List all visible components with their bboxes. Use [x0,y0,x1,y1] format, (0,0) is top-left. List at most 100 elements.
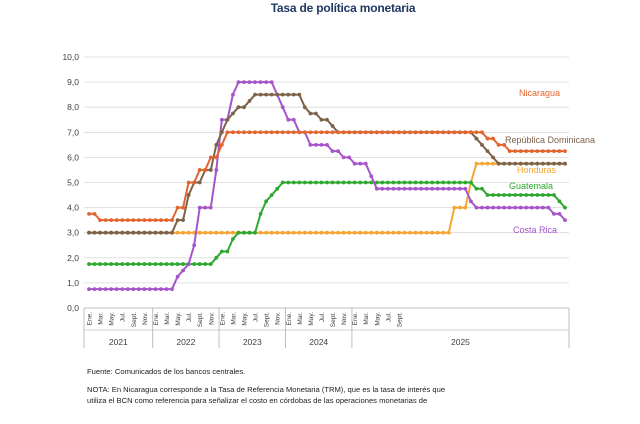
data-point [131,230,136,235]
data-point [369,174,374,179]
data-point [341,130,346,135]
data-point [214,255,219,260]
series-honduras [87,161,567,235]
data-point [114,262,119,266]
data-point [231,130,235,135]
data-point [114,218,119,223]
x-month-label: May. [109,312,116,326]
data-point [529,149,534,154]
data-point [446,180,451,185]
data-point [513,193,518,197]
data-point [142,287,147,292]
data-point [164,287,169,292]
x-month-label: Mar. [297,312,304,325]
data-point [385,230,390,235]
data-point [147,287,152,292]
x-month-label: Nov. [341,312,348,325]
data-point [363,161,368,166]
data-point [214,168,219,172]
data-point [159,262,163,266]
data-point [159,230,163,235]
year-label: 2022 [176,337,195,347]
x-month-label: Ene. [219,312,226,326]
data-point [231,230,235,235]
data-point [314,180,318,185]
data-point [103,218,108,223]
data-point [480,130,484,135]
data-point [153,230,158,235]
data-point [419,186,423,191]
data-point [535,193,540,197]
data-point [413,230,418,235]
data-point [385,186,390,191]
x-month-label: May. [241,312,248,326]
data-point [109,218,114,223]
data-point [170,287,174,292]
data-point [286,230,291,235]
data-point [186,262,191,266]
data-point [125,262,130,266]
data-point [336,230,340,235]
data-point [92,262,97,266]
series-nicaragua [87,130,567,223]
data-point [441,230,446,235]
data-point [136,218,141,223]
x-month-label: Nov. [142,312,149,325]
data-point [92,230,97,235]
data-point [430,180,435,185]
data-point [275,230,280,235]
data-point [419,180,423,185]
data-point [491,155,495,160]
data-point [408,186,412,191]
data-point [280,180,285,185]
data-point [369,180,374,185]
nota-line-2: utiliza el BCN como referencia para seña… [87,396,428,405]
data-point [291,117,296,122]
y-tick-label: 5,0 [67,178,79,188]
data-point [552,149,556,154]
data-point [480,142,484,147]
data-point [325,180,329,185]
data-point [485,161,490,166]
data-point [203,205,208,210]
data-point [502,193,507,197]
data-point [347,180,352,185]
data-point [264,199,269,204]
x-month-label: Ene. [286,312,293,326]
data-point [435,130,440,135]
data-point [413,130,418,135]
data-point [258,92,263,97]
data-point [540,149,545,154]
data-point [363,180,368,185]
data-point [563,161,567,166]
data-point [452,186,457,191]
x-month-label: Nov. [275,312,282,325]
data-point [297,130,302,135]
data-point [330,230,335,235]
data-point [385,130,390,135]
x-month-label: Jul. [319,312,326,322]
data-point [258,130,263,135]
data-point [325,117,329,122]
series-label: República Dominicana [505,135,595,145]
y-tick-label: 8,0 [67,102,79,112]
data-point [269,130,274,135]
data-point [408,180,412,185]
data-point [435,186,440,191]
data-point [524,193,529,197]
data-point [524,205,529,210]
data-point [363,230,368,235]
data-point [103,287,108,292]
x-month-label: May. [175,312,182,326]
data-point [186,180,191,185]
data-point [446,130,451,135]
data-point [518,161,523,166]
data-point [502,205,507,210]
data-point [302,180,307,185]
data-point [236,105,241,110]
data-point [170,218,174,223]
chart-title: Tasa de política monetaria [271,1,416,15]
data-point [513,205,518,210]
data-point [380,230,385,235]
data-point [507,149,512,154]
